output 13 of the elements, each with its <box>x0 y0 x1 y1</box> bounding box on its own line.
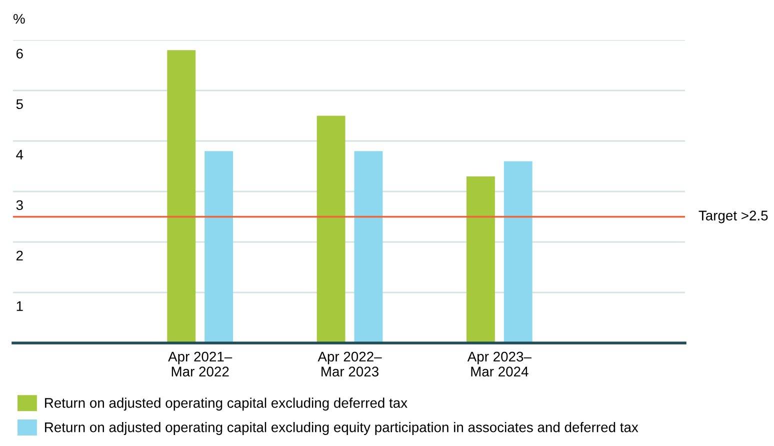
y-tick-label: 2 <box>16 250 23 260</box>
legend-label: Return on adjusted operating capital excluding deferred tax <box>45 398 408 411</box>
x-tick-label: Apr 2022– Mar 2023 <box>318 352 382 376</box>
x-tick-label: Apr 2021– Mar 2022 <box>168 352 232 376</box>
x-tick-label: Apr 2023– Mar 2024 <box>467 352 532 376</box>
y-tick-label: 5 <box>16 99 23 110</box>
y-tick-label: 1 <box>16 301 23 311</box>
y-tick-label: 6 <box>16 48 23 59</box>
ref-line-label: Target >2.5 <box>698 210 768 224</box>
y-tick-label: 4 <box>16 150 24 160</box>
y-axis-title: % <box>13 14 25 24</box>
y-tick-label: 3 <box>16 200 23 210</box>
legend-label: Return on adjusted operating capital excluding equity participation in associates and deferred tax <box>45 422 638 435</box>
